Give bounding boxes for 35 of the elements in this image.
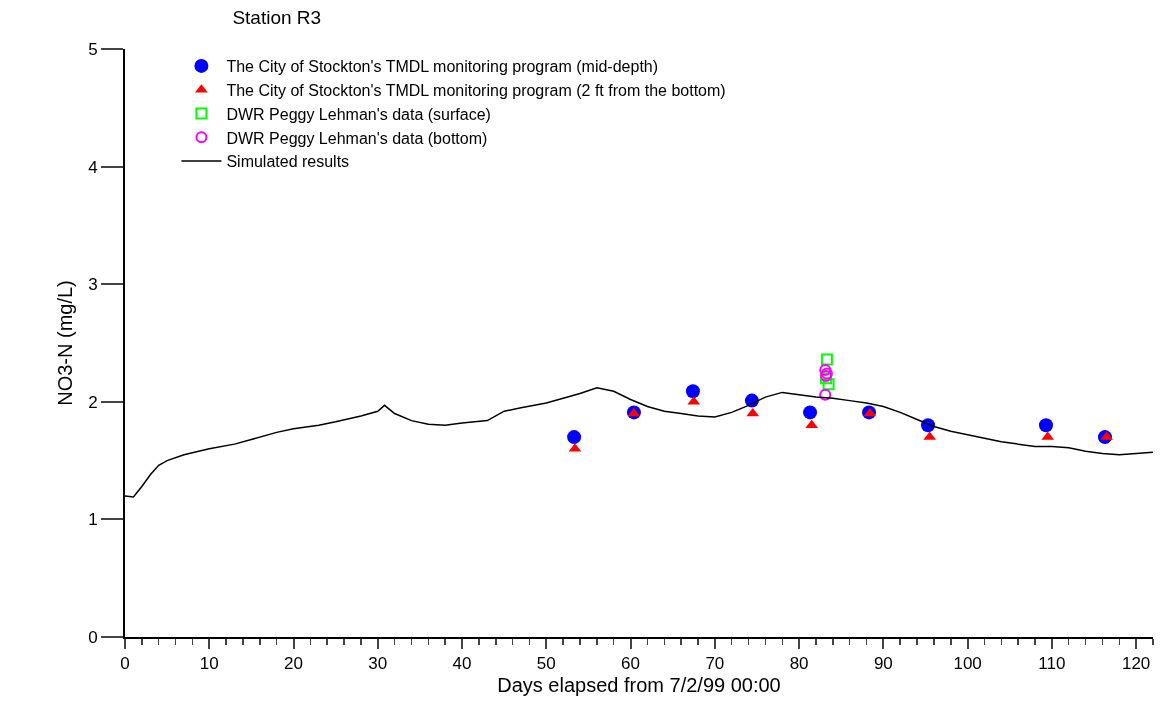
x-tick-label: 90 — [873, 654, 893, 674]
point — [822, 378, 835, 391]
x-tick-label: 120 — [1121, 654, 1151, 674]
x-tick-label: 40 — [452, 654, 472, 674]
y-tick-label: 1 — [88, 510, 98, 530]
x-tick-label: 70 — [705, 654, 725, 674]
point — [1039, 418, 1053, 433]
x-tick-label: 30 — [368, 654, 388, 674]
x-tick-label: 0 — [120, 654, 130, 674]
point — [803, 405, 818, 420]
legend-label: DWR Peggy Lehman's data (bottom) — [226, 129, 488, 147]
x-tick-label: 60 — [621, 654, 641, 674]
x-tick-label: 10 — [199, 654, 219, 674]
y-axis-title: NO3-N (mg/L) — [54, 280, 77, 406]
y-tick-label: 3 — [88, 275, 98, 295]
y-tick-label: 0 — [88, 627, 98, 647]
x-tick-label: 110 — [1038, 654, 1066, 674]
point — [819, 388, 832, 401]
y-tick-label: 2 — [88, 392, 98, 412]
legend-label: Simulated results — [226, 153, 350, 171]
legend-label: DWR Peggy Lehman's data (surface) — [226, 105, 491, 123]
chart-title: Station R3 — [232, 7, 322, 29]
point — [567, 430, 582, 445]
y-tick-label: 5 — [88, 39, 98, 59]
x-tick-label: 50 — [536, 654, 556, 674]
x-tick-label: 100 — [953, 654, 982, 674]
x-tick-label: 20 — [284, 654, 303, 674]
legend-label: The City of Stockton's TMDL monitoring program (2 ft from the bottom) — [226, 81, 726, 99]
point — [820, 353, 833, 366]
point — [685, 384, 700, 399]
point — [805, 419, 819, 429]
x-axis-title: Days elapsed from 7/2/99 00:00 — [497, 674, 781, 697]
legend-label: The City of Stockton's TMDL monitoring program (mid-depth) — [226, 58, 659, 76]
x-tick-label: 80 — [789, 654, 809, 674]
y-tick-label: 4 — [88, 157, 98, 177]
